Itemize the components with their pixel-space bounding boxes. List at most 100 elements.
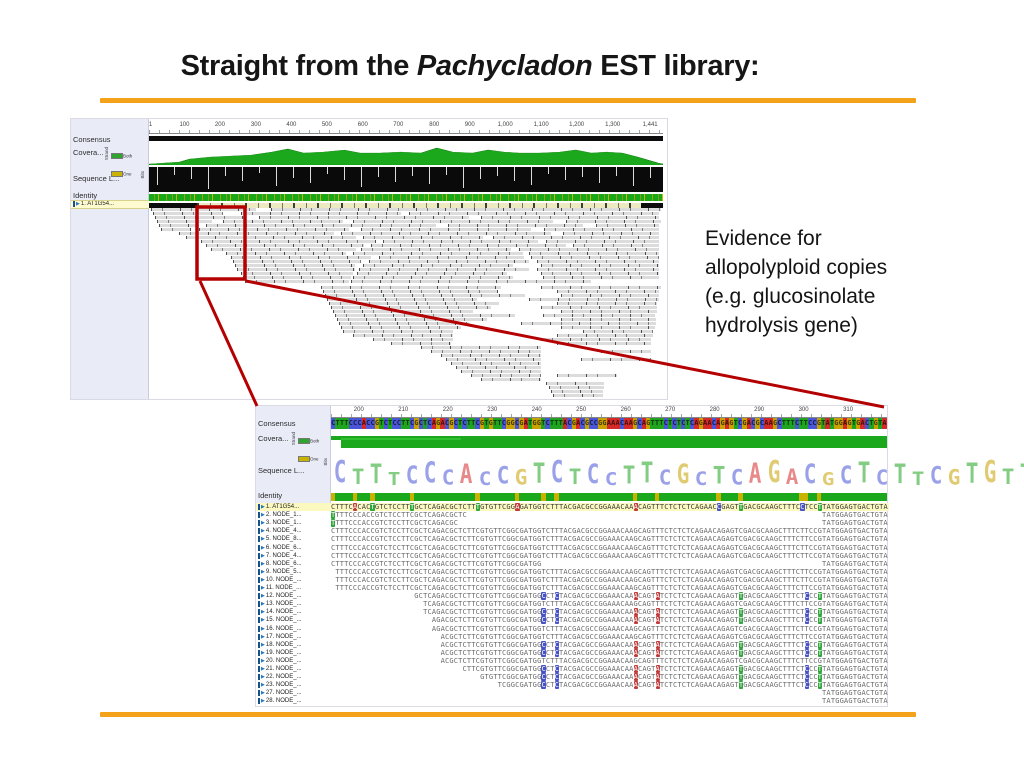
sequence-row-bases: AGACGCTCTTCGTGTTCGGCGATGGCCTCTACGACGCCGG… bbox=[331, 616, 888, 625]
sequence-row-name[interactable]: ▶10. NODE_... bbox=[256, 576, 331, 584]
logo-letter: C bbox=[604, 469, 618, 490]
consensus-base: A bbox=[716, 418, 721, 429]
sequence-row-name[interactable]: ▶23. NODE_... bbox=[256, 681, 331, 689]
sequence-row[interactable]: ▶4. NODE_4... CTTTCCCACCGTCTCCTTCGCTCAGAC… bbox=[256, 527, 889, 535]
sequence-row[interactable]: ▶2. NODE_1... TTTTCCCACCGTCTCCTTCGCTCAGAC… bbox=[256, 511, 889, 520]
track-label-identity[interactable]: Identity bbox=[258, 491, 283, 500]
track-label-coverage[interactable]: Covera... bbox=[258, 434, 289, 443]
ruler-label: 230 bbox=[487, 407, 498, 413]
mismatch-base: T bbox=[817, 503, 823, 511]
sequence-row-name[interactable]: ▶27. NODE_... bbox=[256, 689, 331, 697]
coverage-top-step bbox=[341, 438, 461, 440]
read-bar bbox=[325, 294, 525, 297]
consensus-base: A bbox=[702, 418, 708, 429]
sequence-row[interactable]: ▶8. NODE_6... CTTTCCCACCGTCTCCTTCGCTCAGAC… bbox=[256, 560, 889, 568]
sequence-row[interactable]: ▶5. NODE_8... CTTTCCCACCGTCTCCTTCGCTCAGAC… bbox=[256, 535, 889, 543]
consensus-base: C bbox=[864, 418, 870, 429]
overview-coverage-graph bbox=[149, 147, 663, 165]
ruler-label: 800 bbox=[429, 122, 440, 128]
logo-letter: G bbox=[514, 465, 527, 490]
sequence-arrow-icon: ▶ bbox=[258, 617, 265, 624]
track-label-sequence-logo[interactable]: Sequence L... bbox=[258, 466, 305, 475]
sequence-row-name[interactable]: ▶9. NODE_5... bbox=[256, 568, 331, 576]
sequence-row-name[interactable]: ▶17. NODE_... bbox=[256, 633, 331, 641]
sequence-row[interactable]: ▶3. NODE_1... TTTTCCCACCGTCTCCTTCGCTCAGAC… bbox=[256, 519, 889, 528]
read-bar bbox=[557, 290, 659, 293]
sequence-row-name[interactable]: ▶5. NODE_8... bbox=[256, 535, 331, 543]
sequence-row-name[interactable]: ▶3. NODE_1... bbox=[256, 519, 331, 527]
sequence-row-name[interactable]: ▶7. NODE_4... bbox=[256, 552, 331, 560]
sequence-row[interactable]: ▶1. AT1G54... CTTTCACACTGTCTCCTTTGCTCAGAC… bbox=[256, 503, 889, 512]
consensus-base: C bbox=[444, 418, 450, 429]
sequence-row[interactable]: ▶27. NODE_... TATGGAGTGACTGTA bbox=[256, 689, 889, 697]
sequence-row-bases: TATGGAGTGACTGTA bbox=[331, 697, 888, 706]
sequence-row-name[interactable]: ▶8. NODE_6... bbox=[256, 560, 331, 568]
track-label-coverage[interactable]: Covera... bbox=[73, 148, 104, 157]
sequence-row[interactable]: ▶23. NODE_... TCGGCGATGGCCTCTACGACGCCGGA… bbox=[256, 681, 889, 690]
track-label-consensus[interactable]: Consensus bbox=[258, 419, 296, 428]
sequence-row-name[interactable]: ▶16. NODE_... bbox=[256, 625, 331, 633]
sequence-row[interactable]: ▶22. NODE_... GTGTTCGGCGATGGCCTCTACGACGC… bbox=[256, 673, 889, 682]
sequence-row[interactable]: ▶18. NODE_... ACGCTCTTCGTGTTCGGCGATGGCCT… bbox=[256, 640, 889, 649]
sequence-row-name[interactable]: ▶20. NODE_... bbox=[256, 657, 331, 665]
sequence-row-name[interactable]: ▶21. NODE_... bbox=[256, 665, 331, 673]
track-label-consensus[interactable]: Consensus bbox=[73, 135, 111, 144]
track-label-sequence-logo[interactable]: Sequence L... bbox=[73, 174, 120, 183]
sequence-row[interactable]: ▶7. NODE_4... CTTTCCCACCGTCTCCTTCGCTCAGAC… bbox=[256, 552, 889, 560]
sequence-row[interactable]: ▶19. NODE_... ACGCTCTTCGTGTTCGGCGATGGCCT… bbox=[256, 648, 889, 657]
sequence-arrow-icon: ▶ bbox=[258, 674, 265, 681]
read-bar bbox=[327, 298, 477, 301]
sequence-row[interactable]: ▶15. NODE_... AGACGCTCTTCGTGTTCGGCGATGGC… bbox=[256, 616, 889, 625]
sequence-row[interactable]: ▶14. NODE_... TCAGACGCTCTTCGTGTTCGGCGATG… bbox=[256, 608, 889, 617]
consensus-base: A bbox=[523, 418, 528, 429]
sequence-row-bases: AGACGCTCTTCGTGTTCGGCGATGGTCTTTACGACGCCGG… bbox=[331, 624, 888, 633]
sequence-row-name[interactable]: ▶6. NODE_6... bbox=[256, 544, 331, 552]
sequence-row[interactable]: ▶12. NODE_... GCTCAGACGCTCTTCGTGTTCGGCGA… bbox=[256, 592, 889, 601]
sequence-row[interactable]: ▶13. NODE_... TCAGACGCTCTTCGTGTTCGGCGATG… bbox=[256, 600, 889, 608]
sequence-row-name[interactable]: ▶13. NODE_... bbox=[256, 600, 331, 608]
sequence-row[interactable]: ▶20. NODE_... ACGCTCTTCGTGTTCGGCGATGGTCT… bbox=[256, 657, 889, 665]
note-text: Evidence for allopolyploid copies (e.g. … bbox=[705, 224, 935, 340]
sequence-row-name[interactable]: ▶19. NODE_... bbox=[256, 649, 331, 657]
sequence-row[interactable]: ▶10. NODE_... TTTCCCACCGTCTCCTTCGCTCAGAC… bbox=[256, 576, 889, 584]
mismatch-base: C bbox=[554, 648, 560, 657]
track-label-identity[interactable]: Identity bbox=[73, 191, 98, 200]
sequence-row-bases: TTTCCCACCGTCTCCTTCGCTCAGACGCTCTTCGTGTTCG… bbox=[331, 584, 888, 592]
read-bar bbox=[519, 248, 659, 251]
sequence-row-name[interactable]: ▶11. NODE_... bbox=[256, 584, 331, 592]
sequence-row[interactable]: ▶6. NODE_6... CTTTCCCACCGTCTCCTTCGCTCAGAC… bbox=[256, 544, 889, 552]
consensus-base: T bbox=[650, 418, 655, 429]
reference-row-name[interactable]: ▶1. AT1G54... bbox=[71, 200, 149, 209]
logo-spike bbox=[157, 167, 158, 185]
sequence-row-name[interactable]: ▶28. NODE_... bbox=[256, 697, 331, 705]
consensus-base: C bbox=[681, 418, 686, 429]
sequence-row-name[interactable]: ▶12. NODE_... bbox=[256, 592, 331, 600]
sequence-row[interactable]: ▶11. NODE_... TTTCCCACCGTCTCCTTCGCTCAGAC… bbox=[256, 584, 889, 592]
sequence-row-name[interactable]: ▶2. NODE_1... bbox=[256, 511, 331, 519]
identity-disagreement-mark bbox=[514, 493, 520, 501]
read-bar bbox=[461, 370, 541, 373]
mismatch-base: A bbox=[633, 608, 638, 617]
sequence-row[interactable]: ▶9. NODE_5... TTTCCCACCGTCTCCTTCGCTCAGAC… bbox=[256, 568, 889, 576]
consensus-base: C bbox=[427, 418, 432, 429]
sequence-row-name[interactable]: ▶15. NODE_... bbox=[256, 616, 331, 624]
read-bar bbox=[557, 374, 617, 377]
sequence-row-name[interactable]: ▶4. NODE_4... bbox=[256, 527, 331, 535]
reads-area[interactable] bbox=[149, 208, 663, 398]
sequence-arrow-icon: ▶ bbox=[258, 576, 265, 583]
sequence-row-name[interactable]: ▶18. NODE_... bbox=[256, 641, 331, 649]
mismatch-base: A bbox=[655, 592, 660, 601]
sequence-arrow-icon: ▶ bbox=[258, 666, 265, 672]
logo-spike bbox=[259, 167, 260, 173]
detail-identity-bar bbox=[331, 493, 887, 501]
sequence-row-name[interactable]: ▶22. NODE_... bbox=[256, 673, 331, 681]
sequence-row-name[interactable]: ▶1. AT1G54... bbox=[256, 503, 331, 511]
sequence-row[interactable]: ▶17. NODE_... ACGCTCTTCGTGTTCGGCGATGGTCT… bbox=[256, 633, 889, 641]
sequence-row[interactable]: ▶16. NODE_... AGACGCTCTTCGTGTTCGGCGATGGT… bbox=[256, 625, 889, 633]
mismatch-base: C bbox=[804, 616, 809, 625]
read-bar bbox=[331, 306, 491, 309]
sequence-row[interactable]: ▶21. NODE_... CTTCGTGTTCGGCGATGGCCTCTACG… bbox=[256, 665, 889, 673]
logo-spike bbox=[293, 167, 294, 178]
sequence-row-name[interactable]: ▶14. NODE_... bbox=[256, 608, 331, 616]
sequence-row[interactable]: ▶28. NODE_... TATGGAGTGACTGTA bbox=[256, 697, 889, 705]
